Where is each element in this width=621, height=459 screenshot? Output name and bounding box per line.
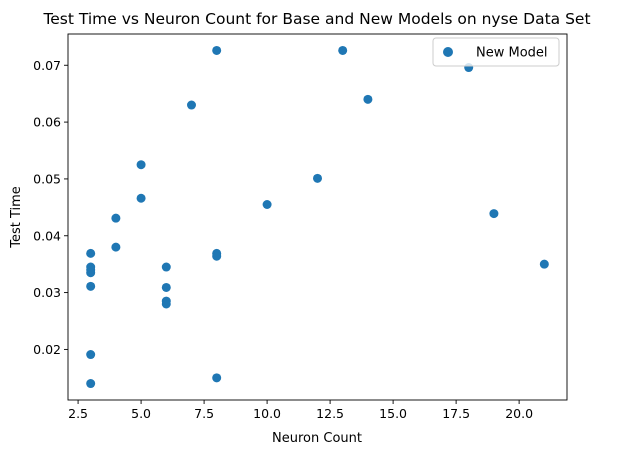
legend: New Model [432, 37, 560, 67]
legend-label: New Model [476, 46, 548, 61]
x-tick-label: 7.5 [194, 406, 214, 421]
legend-marker [443, 47, 453, 57]
y-tick-label: 0.04 [33, 228, 61, 243]
data-point [86, 268, 96, 278]
data-point [111, 213, 121, 223]
data-point [338, 45, 348, 55]
x-tick-label: 2.5 [68, 406, 88, 421]
y-tick-label: 0.03 [33, 285, 61, 300]
data-point [539, 259, 549, 269]
x-tick-label: 5.0 [131, 406, 151, 421]
data-point [363, 94, 373, 104]
data-point [212, 251, 222, 261]
points-layer [86, 45, 549, 389]
chart-title: Test Time vs Neuron Count for Base and N… [42, 10, 590, 28]
data-point [86, 379, 96, 389]
x-tick-label: 12.5 [316, 406, 344, 421]
y-axis-title: Test Time [9, 186, 24, 249]
y-tick-label: 0.07 [33, 58, 61, 73]
y-tick-label: 0.06 [33, 115, 61, 130]
data-point [111, 242, 121, 252]
data-point [136, 160, 146, 170]
data-point [262, 200, 272, 209]
data-point [161, 299, 171, 309]
plot-frame [67, 33, 568, 401]
x-tick-label: 15.0 [379, 406, 407, 421]
data-point [212, 373, 222, 383]
x-tick-label: 10.0 [253, 406, 281, 421]
data-point [313, 173, 322, 183]
x-axis-title: Neuron Count [272, 431, 362, 446]
data-point [489, 209, 499, 219]
data-point [136, 193, 146, 203]
data-point [86, 281, 96, 291]
data-point [212, 45, 222, 55]
data-point [161, 282, 171, 292]
y-tick-label: 0.02 [33, 342, 61, 357]
x-tick-label: 20.0 [505, 406, 533, 421]
data-point [161, 262, 171, 272]
x-tick-label: 17.5 [442, 406, 470, 421]
data-point [186, 100, 196, 110]
data-point [86, 350, 96, 360]
legend-box [432, 37, 560, 67]
data-point [86, 248, 96, 258]
y-tick-label: 0.05 [33, 171, 61, 186]
x-axis: 2.5 5.0 7.5 10.0 12.5 15.0 17.5 20.0 [68, 400, 533, 421]
y-axis: 0.02 0.03 0.04 0.05 0.06 0.07 [33, 58, 68, 357]
